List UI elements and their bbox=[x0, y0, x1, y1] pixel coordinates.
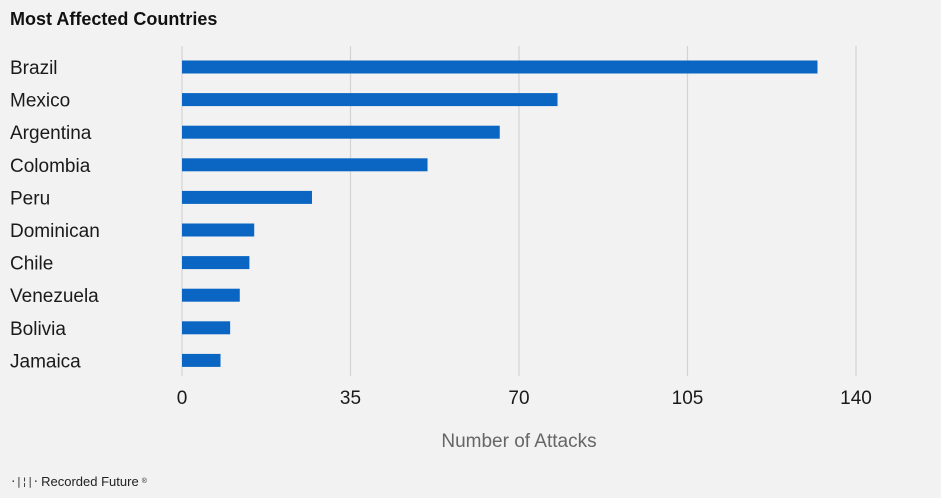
category-labels: Brazil Mexico Argentina Colombia Peru Dominic… bbox=[10, 58, 100, 372]
category-label-jamaica: Jamaica bbox=[10, 351, 81, 372]
chart-title: Most Affected Countries bbox=[10, 9, 218, 29]
registered-mark: ® bbox=[141, 478, 147, 485]
category-label-dominican: Dominican bbox=[10, 221, 100, 242]
category-label-venezuela: Venezuela bbox=[10, 286, 99, 307]
x-tick-label: 70 bbox=[508, 388, 529, 409]
bar-mexico bbox=[182, 93, 558, 107]
x-tick-label: 35 bbox=[340, 388, 361, 409]
bar-chile bbox=[182, 256, 250, 270]
category-label-brazil: Brazil bbox=[10, 58, 58, 79]
category-label-mexico: Mexico bbox=[10, 91, 70, 112]
bar-argentina bbox=[182, 125, 500, 139]
x-tick-label: 0 bbox=[177, 388, 188, 409]
bars bbox=[182, 60, 818, 367]
category-label-argentina: Argentina bbox=[10, 123, 92, 144]
x-tick-label: 105 bbox=[672, 388, 704, 409]
gridlines bbox=[181, 46, 857, 376]
bar-chart: Brazil Mexico Argentina Colombia Peru Dominic… bbox=[10, 46, 872, 452]
category-label-bolivia: Bolivia bbox=[10, 319, 66, 340]
bar-dominican bbox=[182, 223, 255, 237]
bar-peru bbox=[182, 190, 312, 204]
bar-colombia bbox=[182, 158, 428, 172]
logo-mark-icon: ·|¦|· bbox=[10, 475, 39, 488]
category-label-peru: Peru bbox=[10, 188, 50, 209]
category-label-chile: Chile bbox=[10, 254, 53, 275]
recorded-future-logo: ·|¦|· Recorded Future ® bbox=[10, 474, 147, 489]
bar-brazil bbox=[182, 60, 818, 74]
category-label-colombia: Colombia bbox=[10, 156, 91, 177]
bar-bolivia bbox=[182, 321, 231, 335]
bar-venezuela bbox=[182, 288, 240, 302]
x-tick-label: 140 bbox=[840, 388, 872, 409]
brand-name: Recorded Future bbox=[41, 474, 139, 489]
tick-labels: 0 35 70 105 140 bbox=[177, 388, 872, 409]
bar-jamaica bbox=[182, 353, 221, 367]
x-axis-title: Number of Attacks bbox=[441, 431, 596, 452]
